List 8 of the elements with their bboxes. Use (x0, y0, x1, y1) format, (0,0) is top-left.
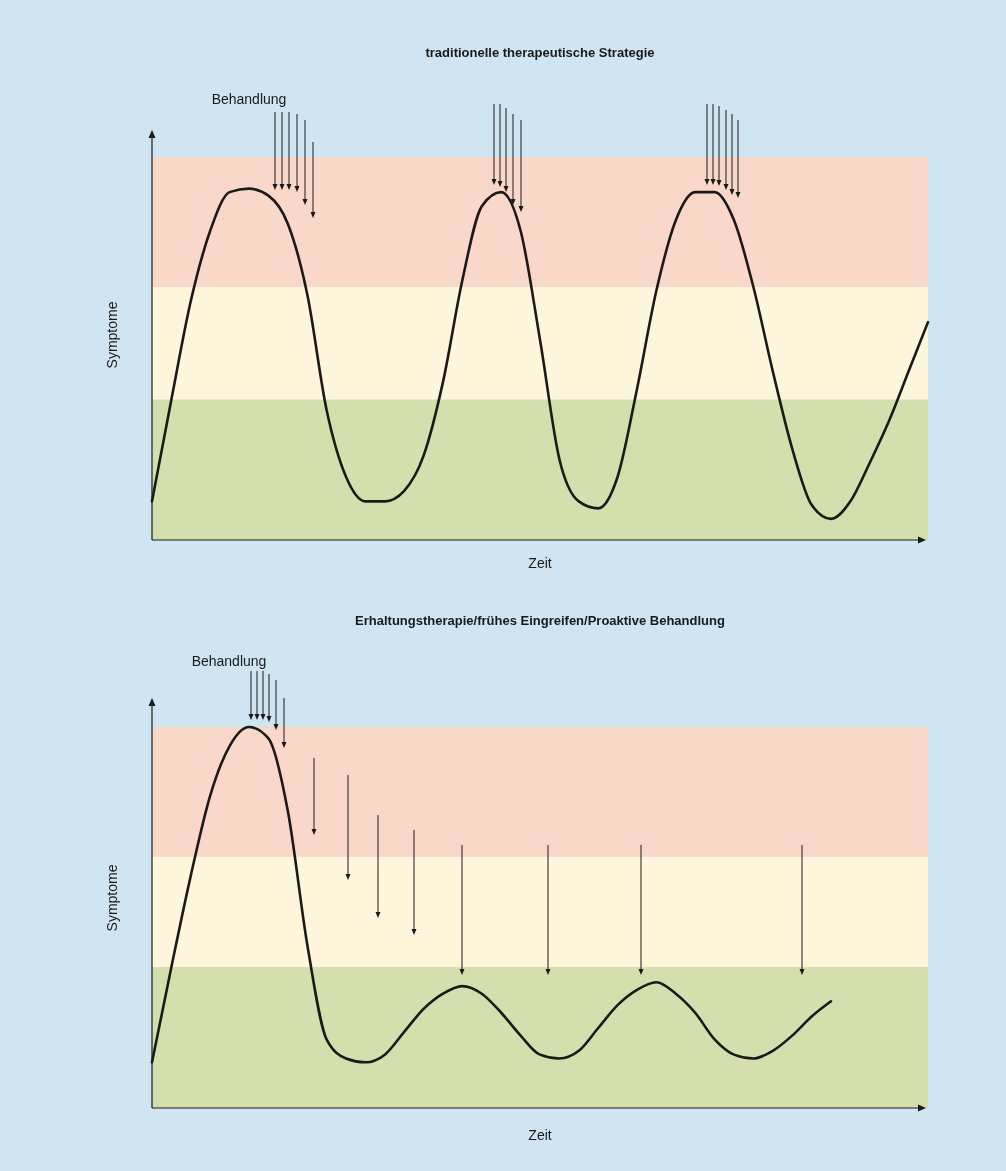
y-axis-title: Symptome (104, 864, 120, 932)
chart-title: traditionelle therapeutische Strategie (425, 45, 655, 60)
x-axis-title: Zeit (528, 555, 552, 571)
x-axis-title: Zeit (528, 1127, 552, 1143)
y-axis-title: Symptome (104, 301, 120, 369)
chart-title: Erhaltungstherapie/frühes Eingreifen/Proaktive Behandlung (355, 613, 725, 628)
text: Behandlung (211, 91, 287, 107)
text: Behandlung (191, 653, 267, 669)
